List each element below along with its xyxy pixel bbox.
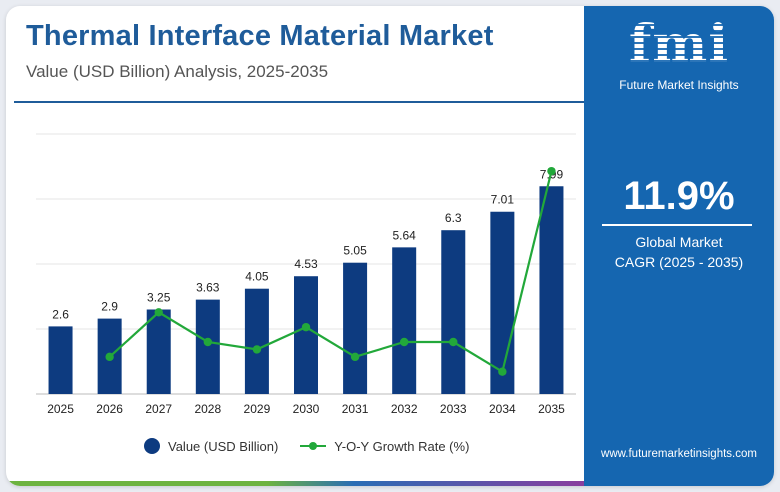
bar-data-label-2028: 3.63: [196, 281, 220, 295]
x-tick-2030: 2030: [293, 402, 320, 416]
bar-2028: [195, 299, 220, 394]
bar-2031: [343, 262, 368, 394]
bar-2029: [244, 288, 269, 394]
cagr-label-line2: CAGR (2025 - 2035): [614, 254, 744, 270]
bar-data-label-2026: 2.9: [101, 300, 118, 314]
growth-point-2034: [498, 367, 507, 376]
chart-card: Thermal Interface Material Market Value …: [6, 6, 774, 486]
chart-title: Thermal Interface Material Market: [26, 20, 494, 52]
growth-point-2031: [350, 352, 360, 362]
bar-2032: [392, 247, 417, 394]
bar-data-label-2025: 2.6: [52, 307, 69, 321]
growth-point-2033: [449, 337, 458, 347]
growth-point-2029: [252, 345, 262, 354]
chart-legend: Value (USD Billion) Y-O-Y Growth Rate (%…: [144, 438, 491, 454]
x-tick-2029: 2029: [244, 402, 271, 416]
cagr-divider: [602, 224, 752, 226]
bottom-accent-bar: [6, 481, 586, 486]
bar-data-label-2032: 5.64: [393, 228, 417, 242]
bar-2035: [539, 186, 564, 394]
legend-item-value: Value (USD Billion): [144, 438, 278, 454]
chart-subtitle: Value (USD Billion) Analysis, 2025-2035: [26, 62, 329, 81]
bar-data-label-2030: 4.53: [294, 257, 318, 271]
title-divider: [14, 101, 584, 103]
x-tick-2027: 2027: [145, 402, 172, 416]
fmi-logo: fmi: [614, 14, 744, 76]
bar-data-label-2027: 3.25: [147, 291, 171, 305]
growth-point-2026: [105, 352, 114, 362]
cagr-label: Global Market CAGR (2025 - 2035): [584, 232, 774, 272]
bar-data-label-2031: 5.05: [343, 244, 367, 258]
x-tick-2034: 2034: [489, 402, 516, 416]
bar-2025: [48, 326, 73, 394]
growth-rate-line: [108, 170, 553, 374]
x-tick-2032: 2032: [391, 402, 418, 416]
bar-data-label-2029: 4.05: [245, 270, 269, 284]
bar-2033: [441, 230, 466, 394]
growth-point-2035: [547, 166, 556, 176]
cagr-value: 11.9%: [623, 174, 735, 218]
growth-point-2028: [203, 337, 213, 347]
bar-data-label-2033: 6.3: [445, 211, 462, 225]
logo-stripes: [614, 14, 744, 76]
bar-data-label-2034: 7.01: [491, 193, 515, 207]
bar-2027: [146, 309, 171, 394]
x-tick-2033: 2033: [440, 402, 467, 416]
side-panel: fmi Future Market Insights 11.9% Global …: [584, 6, 774, 486]
x-tick-2031: 2031: [342, 402, 369, 416]
growth-point-2032: [399, 337, 409, 347]
growth-point-2027: [154, 308, 163, 317]
x-tick-2025: 2025: [47, 402, 74, 416]
bar-2030: [294, 276, 318, 394]
bar-2034: [490, 211, 515, 394]
chart-plot: 2.62.93.253.634.054.535.055.646.37.017.9…: [36, 133, 576, 416]
legend-item-growth: Y-O-Y Growth Rate (%): [300, 439, 469, 454]
x-tick-2028: 2028: [194, 402, 221, 416]
logo-subtitle: Future Market Insights: [619, 78, 739, 92]
legend-line-label: Y-O-Y Growth Rate (%): [334, 438, 470, 454]
legend-bar-swatch: [144, 438, 160, 454]
x-tick-2026: 2026: [96, 402, 123, 416]
cagr-label-line1: Global Market: [635, 234, 723, 250]
growth-point-2030: [301, 322, 311, 332]
legend-line-swatch: [300, 442, 327, 450]
x-tick-2035: 2035: [538, 402, 565, 416]
legend-bar-label: Value (USD Billion): [168, 438, 279, 454]
website-link[interactable]: www.futuremarketinsights.com: [601, 448, 757, 460]
